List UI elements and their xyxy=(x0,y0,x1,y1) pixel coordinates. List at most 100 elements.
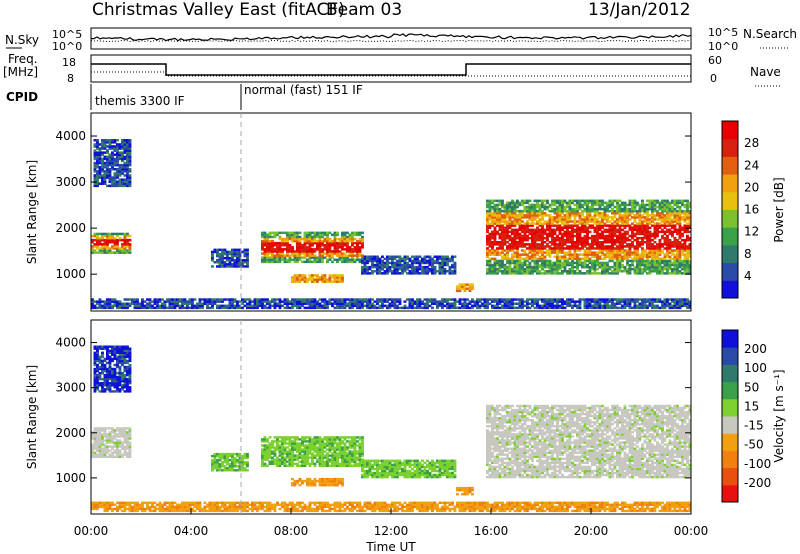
power-cell xyxy=(303,237,307,241)
power-cell xyxy=(636,270,639,273)
power-cell xyxy=(101,151,104,154)
power-cell xyxy=(338,306,342,310)
power-cell xyxy=(568,220,572,223)
power-cell xyxy=(561,238,564,242)
power-cell xyxy=(598,234,602,238)
power-cell xyxy=(621,218,624,221)
power-cell xyxy=(143,306,147,310)
power-cell xyxy=(686,302,689,305)
power-cell xyxy=(288,248,292,251)
power-cell xyxy=(668,220,672,223)
power-cell xyxy=(96,243,99,246)
power-cell xyxy=(553,230,557,234)
power-cell xyxy=(471,298,474,301)
power-cell xyxy=(581,247,584,250)
power-cell xyxy=(686,267,689,271)
power-cell xyxy=(146,304,149,308)
power-cell xyxy=(563,234,567,238)
power-cell xyxy=(451,298,454,301)
power-cell xyxy=(586,205,589,209)
power-cell xyxy=(248,302,252,305)
power-cell xyxy=(648,201,652,205)
power-cell xyxy=(531,234,534,238)
power-cell xyxy=(93,245,97,248)
power-cell xyxy=(488,267,492,271)
power-cell xyxy=(316,278,319,281)
power-cell xyxy=(626,230,629,234)
power-cell xyxy=(431,257,434,261)
power-cell xyxy=(523,272,527,275)
power-cell xyxy=(486,249,489,252)
power-cell xyxy=(321,248,324,251)
power-cell xyxy=(291,276,294,279)
power-cell xyxy=(593,209,597,213)
power-cell xyxy=(501,241,504,244)
velocity-cell xyxy=(103,447,107,450)
power-cell xyxy=(628,249,632,252)
power-cell xyxy=(518,302,522,305)
power-cell xyxy=(128,153,132,156)
power-cell xyxy=(648,272,652,275)
power-cell xyxy=(261,258,264,261)
power-cell xyxy=(608,203,612,207)
power-cell xyxy=(318,233,322,237)
power-cell xyxy=(513,214,517,217)
power-cell xyxy=(668,209,672,213)
power-cell xyxy=(586,270,589,273)
power-cell xyxy=(113,184,117,188)
power-cell xyxy=(631,267,634,271)
power-cell xyxy=(403,270,407,273)
power-cell xyxy=(358,258,362,261)
power-cell xyxy=(223,256,227,260)
power-cell xyxy=(678,255,682,258)
power-cell xyxy=(493,203,497,207)
power-cell xyxy=(98,238,102,242)
power-cell xyxy=(501,304,504,308)
power-cell xyxy=(573,209,577,213)
power-cell xyxy=(283,256,287,259)
power-cell xyxy=(568,205,572,209)
power-cell xyxy=(568,226,572,229)
power-cell xyxy=(488,226,492,229)
power-cell xyxy=(661,251,664,254)
power-cell xyxy=(508,267,512,271)
power-cell xyxy=(488,234,492,238)
power-cell xyxy=(546,222,549,225)
power-cell xyxy=(508,261,512,265)
power-cell xyxy=(236,248,239,252)
power-cell xyxy=(583,241,587,244)
power-cell xyxy=(218,248,222,252)
power-cell xyxy=(611,306,614,310)
power-cell xyxy=(516,253,519,256)
power-cell xyxy=(471,306,474,310)
power-cell xyxy=(558,267,562,271)
power-cell xyxy=(506,255,509,258)
power-cell xyxy=(598,298,602,301)
power-cell xyxy=(498,224,502,227)
power-cell xyxy=(673,263,677,267)
power-cell xyxy=(541,253,544,256)
power-cell xyxy=(506,241,509,244)
power-cell xyxy=(493,300,497,303)
power-cell xyxy=(101,174,104,177)
power-cell xyxy=(121,141,124,144)
power-cell xyxy=(291,306,294,310)
power-cell xyxy=(453,298,457,301)
power-cell xyxy=(286,231,289,235)
power-cell xyxy=(96,170,99,173)
power-cell xyxy=(256,304,259,308)
power-cell xyxy=(586,216,589,219)
power-cell xyxy=(331,304,334,308)
power-cell xyxy=(656,259,659,263)
power-cell xyxy=(261,241,264,245)
power-cell xyxy=(661,267,664,271)
power-cell xyxy=(621,216,624,219)
power-cell xyxy=(656,247,659,250)
velocity-cell xyxy=(116,449,119,452)
power-cell xyxy=(268,300,272,303)
power-cell xyxy=(563,251,567,254)
power-cell xyxy=(651,245,654,248)
power-cell xyxy=(576,261,579,265)
power-cell xyxy=(506,205,509,209)
power-cell xyxy=(671,218,674,221)
